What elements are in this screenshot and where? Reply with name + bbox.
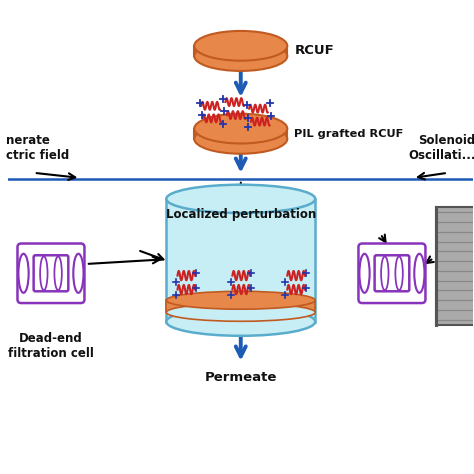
- Text: Dead-end
filtration cell: Dead-end filtration cell: [8, 332, 94, 360]
- Polygon shape: [166, 199, 315, 322]
- Text: nerate
ctric field: nerate ctric field: [6, 134, 69, 162]
- Ellipse shape: [166, 185, 315, 213]
- Polygon shape: [166, 300, 315, 312]
- Ellipse shape: [194, 114, 287, 144]
- Ellipse shape: [194, 31, 287, 61]
- Text: Permeate: Permeate: [205, 371, 277, 384]
- Ellipse shape: [166, 292, 315, 309]
- Ellipse shape: [194, 124, 287, 154]
- Ellipse shape: [166, 308, 315, 336]
- Polygon shape: [194, 128, 287, 139]
- Polygon shape: [194, 46, 287, 56]
- Ellipse shape: [194, 41, 287, 71]
- Ellipse shape: [166, 303, 315, 321]
- Text: RCUF: RCUF: [294, 45, 334, 57]
- Polygon shape: [436, 207, 474, 325]
- Text: Localized perturbation: Localized perturbation: [165, 208, 316, 221]
- Text: Solenoid
Oscillati...: Solenoid Oscillati...: [408, 134, 474, 162]
- Text: PIL grafted RCUF: PIL grafted RCUF: [294, 129, 404, 139]
